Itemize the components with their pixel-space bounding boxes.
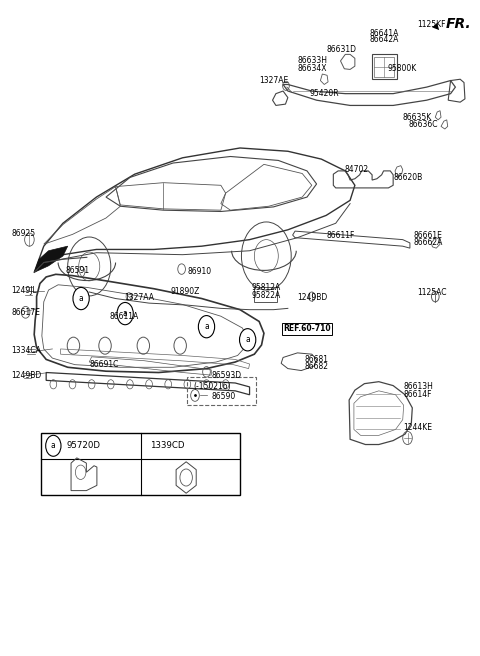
Text: 86910: 86910 [187, 266, 212, 276]
Text: 1125AC: 1125AC [417, 288, 446, 297]
Text: 86641A: 86641A [369, 29, 398, 38]
Text: 86681: 86681 [304, 355, 328, 364]
Circle shape [240, 329, 256, 351]
Text: 86591: 86591 [65, 266, 89, 275]
Text: 86620B: 86620B [393, 173, 422, 182]
Text: 86682: 86682 [304, 362, 328, 371]
Bar [372, 54, 396, 79]
Text: 86662A: 86662A [413, 237, 443, 247]
Text: 86661E: 86661E [413, 230, 442, 239]
Text: 86611F: 86611F [326, 230, 355, 239]
Text: a: a [51, 441, 56, 450]
Text: 86593D: 86593D [211, 371, 241, 380]
Text: REF.60-710: REF.60-710 [283, 324, 331, 333]
Text: 1125KF: 1125KF [417, 20, 445, 30]
Text: 1327AA: 1327AA [124, 293, 154, 302]
Circle shape [46, 436, 61, 457]
FancyArrowPatch shape [432, 23, 439, 30]
Text: 1334CA: 1334CA [11, 346, 41, 356]
Text: 86642A: 86642A [369, 35, 398, 45]
Text: 95720D: 95720D [66, 441, 100, 450]
Text: 86636C: 86636C [408, 120, 438, 129]
Text: 86631D: 86631D [326, 45, 356, 54]
Text: 86611A: 86611A [110, 312, 139, 321]
Bar [41, 433, 240, 495]
Text: 86617E: 86617E [11, 308, 40, 317]
Bar [254, 287, 277, 302]
Circle shape [73, 287, 89, 310]
Text: FR.: FR. [446, 16, 471, 31]
Text: 1249BD: 1249BD [298, 293, 328, 302]
Circle shape [198, 316, 215, 338]
Text: a: a [204, 322, 209, 331]
Text: 86613H: 86613H [404, 382, 433, 392]
Text: 1249BD: 1249BD [11, 371, 41, 380]
Text: 91890Z: 91890Z [170, 287, 200, 296]
Text: a: a [79, 294, 84, 303]
Text: 86614F: 86614F [404, 390, 432, 399]
Text: 84702: 84702 [344, 165, 369, 174]
Text: 1327AE: 1327AE [259, 76, 288, 85]
Polygon shape [34, 246, 68, 272]
Circle shape [117, 302, 133, 325]
Text: 95812A: 95812A [252, 283, 281, 292]
Text: a: a [245, 335, 250, 344]
Text: 86633H: 86633H [298, 56, 327, 66]
Text: 86590: 86590 [211, 392, 236, 401]
Text: 1249JL: 1249JL [11, 285, 37, 295]
Text: 95800K: 95800K [387, 64, 417, 73]
Text: a: a [123, 309, 128, 318]
Text: 95420R: 95420R [310, 89, 339, 98]
Text: (-150216): (-150216) [193, 382, 231, 392]
Text: 86691C: 86691C [89, 359, 119, 369]
Text: 95822A: 95822A [252, 291, 281, 300]
Text: 86925: 86925 [11, 228, 36, 237]
Text: 86635K: 86635K [403, 113, 432, 122]
Text: 86634X: 86634X [298, 64, 327, 73]
Text: 1244KE: 1244KE [404, 423, 432, 432]
Bar [374, 57, 394, 77]
Text: 1339CD: 1339CD [150, 441, 185, 450]
